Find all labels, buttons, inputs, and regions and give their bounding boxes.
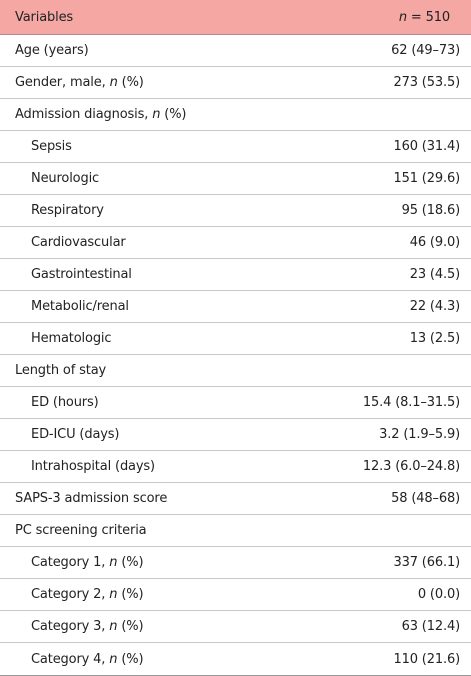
row-label: Gender, male, n (%) bbox=[0, 75, 331, 90]
row-label-text: Category 4, bbox=[31, 651, 110, 667]
table-row: ED (hours) 15.4 (8.1–31.5) bbox=[0, 387, 471, 419]
row-label-suffix: (%) bbox=[117, 555, 144, 570]
row-value: 62 (49–73) bbox=[391, 43, 460, 58]
row-label: PC screening criteria bbox=[15, 523, 147, 538]
table-row: Sepsis 160 (31.4) bbox=[0, 131, 471, 163]
row-label-suffix: (%) bbox=[117, 651, 144, 667]
table-row: Age (years) 62 (49–73) bbox=[0, 35, 471, 67]
table-row: ED-ICU (days) 3.2 (1.9–5.9) bbox=[0, 419, 471, 451]
row-label: Category 4, n (%) bbox=[0, 652, 331, 667]
row-label-text: Category 1, bbox=[31, 555, 110, 570]
row-label: Length of stay bbox=[15, 363, 107, 378]
row-label: ED-ICU (days) bbox=[31, 427, 120, 442]
table-row: Cardiovascular 46 (9.0) bbox=[0, 227, 471, 259]
n-symbol: n bbox=[109, 75, 118, 90]
row-label-suffix: (%) bbox=[117, 75, 144, 90]
table-row: Hematologic 13 (2.5) bbox=[0, 323, 471, 355]
n-symbol: n bbox=[398, 9, 407, 25]
row-label: Respiratory bbox=[31, 203, 104, 218]
n-symbol: n bbox=[109, 619, 118, 634]
row-label: Hematologic bbox=[31, 331, 112, 346]
row-value: 110 (21.6) bbox=[393, 651, 460, 667]
n-symbol: n bbox=[109, 651, 118, 667]
row-label: Intrahospital (days) bbox=[31, 459, 155, 474]
table-row: Admission diagnosis, n (%) bbox=[0, 99, 471, 131]
row-label: ED (hours) bbox=[31, 395, 99, 410]
row-value: 160 (31.4) bbox=[393, 139, 460, 154]
row-label-text: Admission diagnosis, bbox=[15, 107, 153, 122]
row-label-suffix: (%) bbox=[117, 619, 144, 634]
sample-size-header: n = 510 bbox=[331, 10, 471, 25]
table-row: Length of stay bbox=[0, 355, 471, 387]
row-label-text: Gender, male, bbox=[15, 75, 110, 90]
table-row: Gender, male, n (%) 273 (53.5) bbox=[0, 67, 471, 99]
variables-header: Variables bbox=[15, 9, 74, 25]
row-label-text: Category 3, bbox=[31, 619, 110, 634]
row-value: 273 (53.5) bbox=[393, 75, 460, 90]
row-label: Metabolic/renal bbox=[31, 299, 129, 314]
table-header: Variables n = 510 bbox=[0, 0, 471, 35]
table-row: Category 1, n (%) 337 (66.1) bbox=[0, 547, 471, 579]
row-value: 3.2 (1.9–5.9) bbox=[379, 427, 460, 442]
table-row: Respiratory 95 (18.6) bbox=[0, 195, 471, 227]
table-row: SAPS-3 admission score 58 (48–68) bbox=[0, 483, 471, 515]
table-row: Category 3, n (%) 63 (12.4) bbox=[0, 611, 471, 643]
row-label: Category 3, n (%) bbox=[0, 619, 331, 634]
row-label: Age (years) bbox=[15, 43, 89, 58]
sample-size-value: = 510 bbox=[406, 9, 450, 25]
row-label: Admission diagnosis, n (%) bbox=[0, 107, 331, 122]
table-row: PC screening criteria bbox=[0, 515, 471, 547]
row-value: 12.3 (6.0–24.8) bbox=[362, 459, 460, 474]
table-row: Category 2, n (%) 0 (0.0) bbox=[0, 579, 471, 611]
table-row: Gastrointestinal 23 (4.5) bbox=[0, 259, 471, 291]
row-value: 46 (9.0) bbox=[409, 235, 460, 250]
row-label-suffix: (%) bbox=[160, 107, 187, 122]
table-row: Intrahospital (days) 12.3 (6.0–24.8) bbox=[0, 451, 471, 483]
row-label: Neurologic bbox=[31, 171, 100, 186]
row-label: Cardiovascular bbox=[31, 235, 126, 250]
row-value: 13 (2.5) bbox=[409, 331, 460, 346]
n-symbol: n bbox=[152, 107, 161, 122]
row-value: 337 (66.1) bbox=[393, 555, 460, 570]
table-row: Metabolic/renal 22 (4.3) bbox=[0, 291, 471, 323]
row-value: 15.4 (8.1–31.5) bbox=[362, 395, 460, 410]
row-value: 63 (12.4) bbox=[401, 619, 461, 634]
row-value: 151 (29.6) bbox=[393, 171, 460, 186]
row-value: 95 (18.6) bbox=[401, 203, 461, 218]
row-label: Sepsis bbox=[31, 139, 72, 154]
row-label: SAPS-3 admission score bbox=[15, 491, 168, 506]
row-value: 58 (48–68) bbox=[391, 491, 460, 506]
row-value: 23 (4.5) bbox=[409, 267, 460, 282]
row-value: 22 (4.3) bbox=[409, 299, 460, 314]
row-label: Category 1, n (%) bbox=[0, 555, 331, 570]
n-symbol: n bbox=[109, 555, 118, 570]
row-label: Gastrointestinal bbox=[31, 267, 132, 282]
table-row: Category 4, n (%) 110 (21.6) bbox=[0, 643, 471, 676]
table-row: Neurologic 151 (29.6) bbox=[0, 163, 471, 195]
